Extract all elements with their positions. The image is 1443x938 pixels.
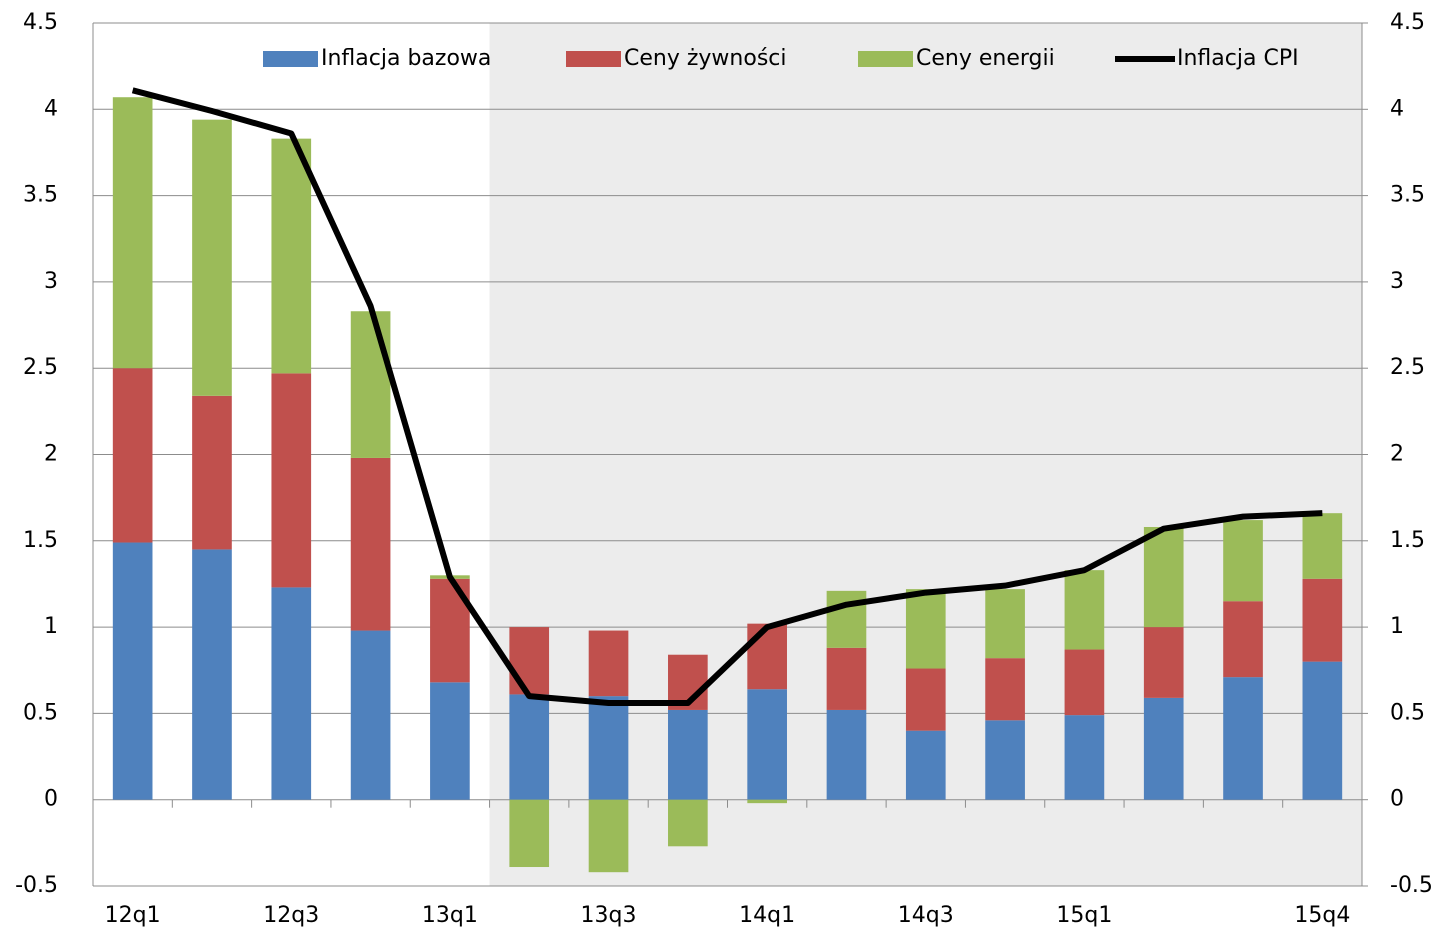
y2-tick-label: 3 — [1390, 269, 1404, 294]
bar — [1143, 627, 1184, 698]
x-tick-label: 14q3 — [898, 903, 954, 928]
bar — [192, 395, 232, 550]
x-tick-label: 13q3 — [581, 903, 637, 928]
y-tick-label: 1 — [44, 614, 58, 639]
x-tick-label: 12q1 — [105, 903, 161, 928]
line — [131, 87, 1323, 707]
y-tick-label: -0.5 — [15, 873, 58, 898]
bar — [985, 658, 1025, 721]
bar — [985, 589, 1025, 659]
bar — [1302, 661, 1343, 800]
legend-label: Inflacja CPI — [1177, 46, 1299, 71]
bar — [747, 623, 787, 690]
bar — [1064, 715, 1105, 800]
y2-tick-label: -0.5 — [1390, 873, 1433, 898]
x-tick-label: 15q1 — [1056, 903, 1112, 928]
bar — [826, 647, 867, 710]
legend-swatch — [566, 51, 621, 67]
y-tick-label: 4.5 — [23, 10, 58, 35]
bar — [112, 542, 153, 800]
bar — [985, 720, 1025, 800]
x-tick-label: 14q1 — [739, 903, 795, 928]
y2-tick-label: 2 — [1390, 442, 1404, 467]
y-tick-label: 2 — [44, 442, 58, 467]
legend-label: Ceny żywności — [624, 46, 787, 71]
bar — [588, 799, 629, 873]
bar — [588, 630, 629, 697]
y2-tick-label: 1 — [1390, 614, 1404, 639]
legend-swatch — [858, 51, 913, 67]
y-tick-label: 1.5 — [23, 528, 58, 553]
bar — [192, 549, 232, 800]
bar — [1223, 601, 1263, 678]
bar — [271, 373, 312, 588]
bar — [1302, 578, 1343, 662]
y2-tick-label: 2.5 — [1390, 355, 1425, 380]
bar — [1302, 513, 1343, 579]
y2-tick-label: 0 — [1390, 787, 1404, 812]
y2-tick-label: 1.5 — [1390, 528, 1425, 553]
bar — [509, 799, 550, 868]
y2-tick-label: 4 — [1390, 96, 1404, 121]
bar — [905, 668, 946, 731]
y-tick-label: 2.5 — [23, 355, 58, 380]
bar — [509, 627, 550, 695]
y-tick-label: 0 — [44, 787, 58, 812]
bar — [588, 696, 629, 800]
bar — [905, 589, 946, 669]
bar — [747, 799, 787, 804]
bar — [350, 311, 391, 458]
bar — [509, 694, 550, 800]
y-tick-label: 3.5 — [23, 183, 58, 208]
bar — [826, 709, 867, 800]
bar — [112, 368, 153, 543]
y2-tick-label: 4.5 — [1390, 10, 1425, 35]
bar — [271, 138, 312, 374]
bar — [668, 799, 708, 847]
bar — [1064, 649, 1105, 716]
bar — [668, 709, 708, 800]
bar — [192, 119, 232, 396]
bar — [350, 630, 391, 800]
x-tick-label: 13q1 — [422, 903, 478, 928]
bar — [271, 587, 312, 800]
y-tick-label: 3 — [44, 269, 58, 294]
y-tick-label: 0.5 — [23, 700, 58, 725]
y2-tick-label: 3.5 — [1390, 183, 1425, 208]
legend-label: Ceny energii — [916, 46, 1055, 71]
legend-label: Inflacja bazowa — [321, 46, 491, 71]
x-tick-label: 15q4 — [1294, 903, 1350, 928]
bar — [1143, 526, 1184, 628]
bar — [112, 97, 153, 369]
y-tick-label: 4 — [44, 96, 58, 121]
legend-swatch — [263, 51, 318, 67]
y2-tick-label: 0.5 — [1390, 700, 1425, 725]
bar — [1223, 520, 1263, 602]
bar — [350, 457, 391, 631]
bar — [1064, 570, 1105, 650]
x-tick-label: 12q3 — [263, 903, 319, 928]
bar — [1223, 677, 1263, 800]
bar — [747, 689, 787, 800]
bar — [1143, 697, 1184, 800]
bar — [826, 590, 867, 648]
bar — [430, 682, 470, 800]
bar — [905, 730, 946, 800]
